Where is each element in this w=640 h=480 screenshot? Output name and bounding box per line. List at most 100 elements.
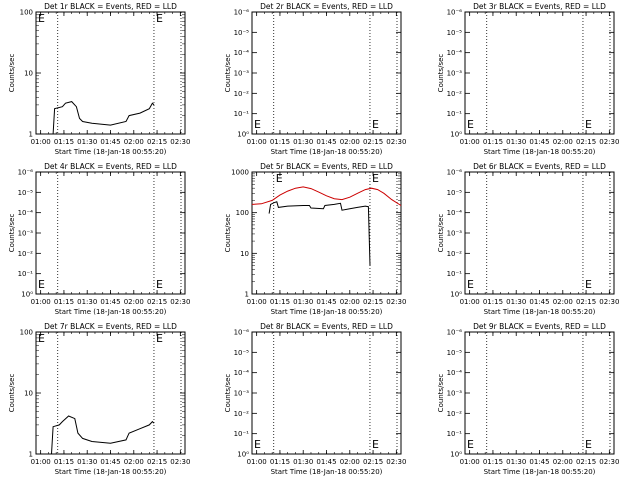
chart-title: Det 3r BLACK = Events, RED = LLD	[473, 2, 606, 11]
x-ticks: 01:00 01:15 01:30 01:45 02:00 02:15 02:30	[247, 12, 406, 146]
event-marker-label: E	[585, 438, 592, 451]
x-tick-label: 02:30	[170, 458, 190, 466]
chart-title: Det 1r BLACK = Events, RED = LLD	[44, 2, 177, 11]
y-tick-label: 10⁻³	[234, 390, 250, 398]
x-tick-label: 01:00	[31, 458, 51, 466]
event-marker-label: E	[38, 332, 45, 345]
series-line-2	[251, 186, 402, 206]
y-tick-label: 10⁻¹	[447, 110, 463, 118]
y-tick-label: 10⁻⁶	[234, 9, 250, 17]
x-tick-label: 01:00	[247, 138, 267, 146]
y-tick-label: 10⁻¹	[234, 430, 250, 438]
plot-frame	[464, 331, 615, 455]
series-line-1	[268, 201, 371, 266]
chart-panel-4: Det 4r BLACK = Events, RED = LLD Counts/s…	[8, 162, 190, 316]
x-ticks: 01:00 01:15 01:30 01:45 02:00 02:15 02:30	[460, 332, 619, 466]
chart-title: Det 7r BLACK = Events, RED = LLD	[44, 322, 177, 331]
y-tick-label: 10⁻¹	[447, 430, 463, 438]
y-tick-label: 100	[236, 209, 249, 217]
series-line-1	[52, 101, 155, 135]
y-tick-label: 10⁻⁴	[234, 49, 250, 57]
y-ticks: 10⁰ 10⁻¹ 10⁻² 10⁻³ 10⁻⁴ 10⁻⁵ 10⁻⁶	[447, 169, 614, 299]
y-tick-label: 10⁻²	[447, 250, 463, 258]
y-ticks: 1 10 100 1000	[231, 169, 401, 299]
x-tick-label: 01:00	[247, 458, 267, 466]
event-marker-label: E	[585, 278, 592, 291]
y-tick-label: 10⁻⁵	[234, 29, 250, 37]
x-tick-label: 01:30	[77, 458, 97, 466]
x-tick-label: 02:15	[147, 458, 167, 466]
x-tick-label: 01:00	[460, 458, 480, 466]
x-tick-label: 02:15	[363, 298, 383, 306]
y-tick-label: 10⁻²	[234, 410, 250, 418]
chart-title: Det 8r BLACK = Events, RED = LLD	[260, 322, 393, 331]
chart-panel-6: Det 6r BLACK = Events, RED = LLD Counts/s…	[437, 162, 619, 316]
x-tick-label: 01:30	[506, 138, 526, 146]
y-axis-label: Counts/sec	[437, 54, 445, 93]
x-tick-label: 01:45	[100, 458, 120, 466]
y-tick-label: 10	[24, 70, 33, 78]
x-tick-label: 02:30	[386, 138, 406, 146]
x-ticks: 01:00 01:15 01:30 01:45 02:00 02:15 02:30	[31, 172, 190, 306]
y-tick-label: 10⁰	[21, 291, 33, 299]
x-axis-label: Start Time (18-Jan-18 00:55:20)	[55, 468, 167, 476]
y-tick-label: 10⁰	[450, 131, 462, 139]
event-marker-label: E	[156, 332, 163, 345]
x-tick-label: 01:00	[31, 138, 51, 146]
x-tick-label: 02:00	[553, 458, 573, 466]
x-ticks: 01:00 01:15 01:30 01:45 02:00 02:15 02:30	[460, 12, 619, 146]
x-tick-label: 02:15	[147, 298, 167, 306]
y-tick-label: 10⁻⁴	[18, 209, 34, 217]
x-tick-label: 01:15	[54, 298, 74, 306]
x-tick-label: 02:15	[363, 458, 383, 466]
y-tick-label: 1	[245, 291, 249, 299]
plot-frame	[251, 331, 402, 455]
x-tick-label: 01:15	[483, 138, 503, 146]
series-line-1	[51, 415, 155, 455]
event-marker-label: E	[372, 118, 379, 131]
plot-frame	[35, 171, 186, 295]
y-tick-label: 10⁻²	[234, 90, 250, 98]
event-marker-label: E	[38, 278, 45, 291]
x-tick-label: 01:30	[293, 298, 313, 306]
x-tick-label: 02:30	[599, 138, 619, 146]
y-tick-label: 100	[20, 9, 33, 17]
x-axis-label: Start Time (18-Jan-18 00:55:20)	[484, 308, 596, 316]
event-marker-label: E	[467, 278, 474, 291]
y-tick-label: 10⁰	[237, 131, 249, 139]
y-tick-label: 10⁻²	[18, 250, 34, 258]
y-ticks: 10⁰ 10⁻¹ 10⁻² 10⁻³ 10⁻⁴ 10⁻⁵ 10⁻⁶	[447, 9, 614, 139]
y-tick-label: 10⁻²	[447, 410, 463, 418]
x-tick-label: 02:15	[576, 298, 596, 306]
chart-panel-8: Det 8r BLACK = Events, RED = LLD Counts/s…	[224, 322, 406, 476]
x-tick-label: 01:00	[460, 298, 480, 306]
x-ticks: 01:00 01:15 01:30 01:45 02:00 02:15 02:30	[31, 12, 190, 146]
x-tick-label: 01:30	[77, 298, 97, 306]
x-tick-label: 01:45	[529, 458, 549, 466]
x-tick-label: 02:15	[363, 138, 383, 146]
y-tick-label: 10⁻³	[234, 70, 250, 78]
x-tick-label: 01:45	[316, 298, 336, 306]
y-tick-label: 10⁻⁵	[447, 349, 463, 357]
y-tick-label: 10	[24, 390, 33, 398]
y-tick-label: 10⁻²	[447, 90, 463, 98]
y-tick-label: 10⁻¹	[447, 270, 463, 278]
chart-panel-3: Det 3r BLACK = Events, RED = LLD Counts/s…	[437, 2, 619, 156]
y-tick-label: 10⁻¹	[18, 270, 34, 278]
x-tick-label: 02:00	[340, 138, 360, 146]
x-tick-label: 01:45	[316, 458, 336, 466]
event-marker-label: E	[372, 172, 379, 185]
event-marker-label: E	[467, 438, 474, 451]
x-tick-label: 01:45	[529, 138, 549, 146]
x-tick-label: 01:45	[529, 298, 549, 306]
chart-panel-9: Det 9r BLACK = Events, RED = LLD Counts/s…	[437, 322, 619, 476]
event-marker-label: E	[585, 118, 592, 131]
x-tick-label: 02:30	[599, 458, 619, 466]
event-marker-label: E	[254, 118, 261, 131]
event-marker-label: E	[38, 12, 45, 25]
y-tick-label: 10⁰	[450, 291, 462, 299]
chart-panel-2: Det 2r BLACK = Events, RED = LLD Counts/s…	[224, 2, 406, 156]
